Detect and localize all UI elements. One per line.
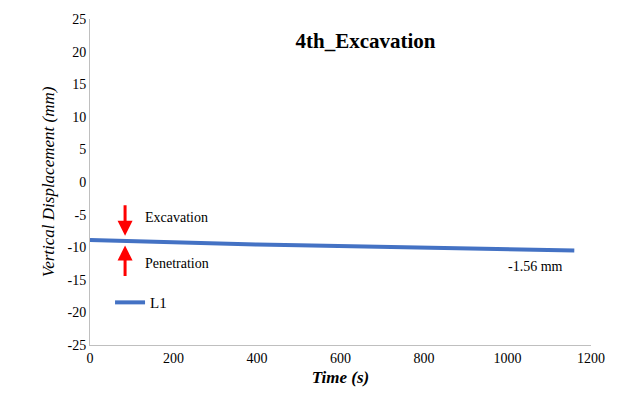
svg-text:-10: -10 <box>68 240 87 255</box>
svg-text:1000: 1000 <box>494 351 522 366</box>
svg-text:0: 0 <box>87 351 94 366</box>
svg-text:5: 5 <box>79 142 86 157</box>
svg-text:600: 600 <box>330 351 351 366</box>
svg-text:Time (s): Time (s) <box>312 368 369 387</box>
svg-text:400: 400 <box>247 351 268 366</box>
svg-text:-15: -15 <box>68 273 87 288</box>
svg-text:200: 200 <box>163 351 184 366</box>
svg-text:-20: -20 <box>68 305 87 320</box>
svg-text:L1: L1 <box>150 295 167 311</box>
svg-text:Penetration: Penetration <box>145 256 209 271</box>
svg-text:Excavation: Excavation <box>145 210 208 225</box>
svg-text:10: 10 <box>72 110 86 125</box>
svg-text:0: 0 <box>79 175 86 190</box>
svg-text:4th_Excavation: 4th_Excavation <box>296 29 436 53</box>
svg-text:800: 800 <box>414 351 435 366</box>
svg-text:-5: -5 <box>75 208 87 223</box>
svg-text:15: 15 <box>72 77 86 92</box>
svg-text:25: 25 <box>72 12 86 27</box>
svg-text:-1.56 mm: -1.56 mm <box>508 259 563 274</box>
svg-text:-25: -25 <box>68 338 87 353</box>
svg-text:Vertical Displacement (mm): Vertical Displacement (mm) <box>39 86 58 277</box>
svg-text:1200: 1200 <box>577 351 605 366</box>
svg-text:20: 20 <box>72 45 86 60</box>
